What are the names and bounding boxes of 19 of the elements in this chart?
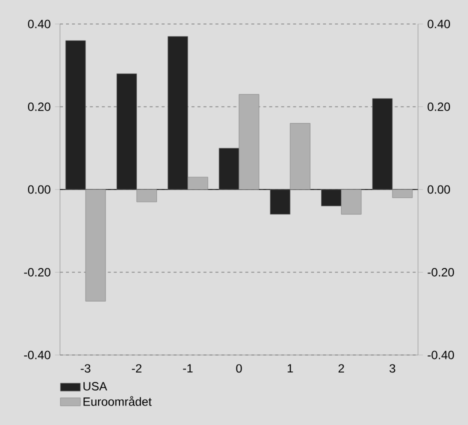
x-tick-label: 1 — [288, 364, 293, 372]
y2-tick-label: 0.40 — [428, 20, 450, 28]
y-tick-label: -0.40 — [24, 350, 50, 360]
legend-label: USA — [84, 382, 108, 390]
y-tick-label: 0.00 — [28, 185, 50, 194]
x-tick-label: -1 — [183, 364, 193, 372]
y-tick-label: 0.20 — [28, 102, 50, 111]
x-tick-label: 3 — [390, 364, 396, 373]
y2-tick-label: -0.40 — [428, 350, 454, 360]
legend-label: Euroområdet — [84, 396, 152, 406]
y-tick-label: -0.20 — [24, 268, 50, 276]
x-tick-label: -3 — [80, 364, 90, 373]
y2-tick-label: -0.20 — [428, 268, 454, 276]
y2-tick-label: 0.00 — [428, 185, 450, 194]
y2-tick-label: 0.20 — [428, 102, 450, 111]
x-tick-label: 2 — [338, 364, 344, 373]
y-tick-label: 0.40 — [28, 20, 50, 28]
x-tick-label: -2 — [132, 364, 142, 373]
x-tick-label: 0 — [236, 364, 242, 373]
